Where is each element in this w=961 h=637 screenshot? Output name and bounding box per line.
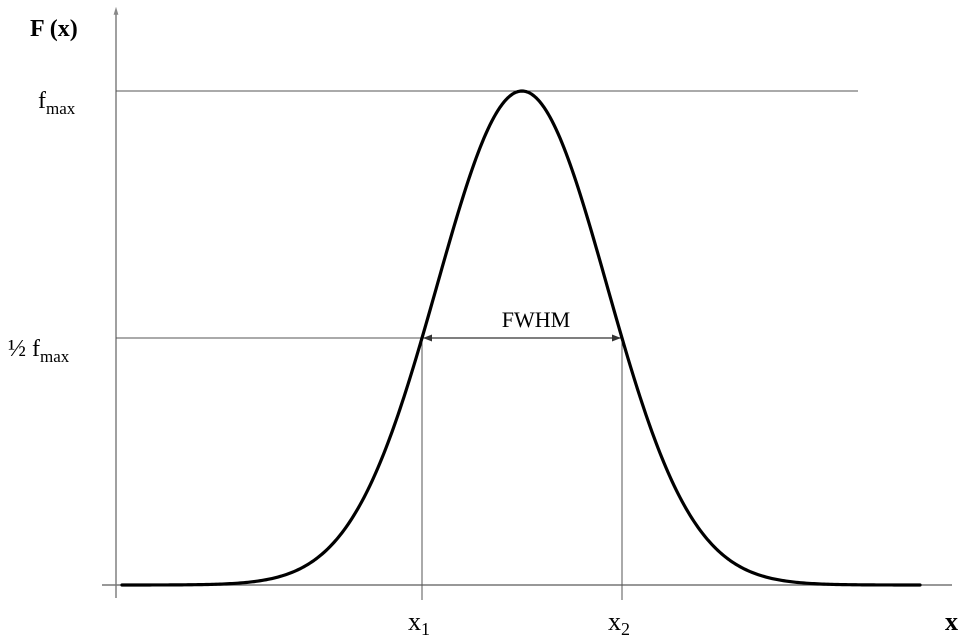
x2-label: x2: [608, 607, 630, 637]
x2-label-sub: 2: [621, 619, 630, 637]
gaussian-curve: [120, 89, 922, 587]
x2-label-base: x: [608, 607, 621, 636]
x1-label-sub: 1: [421, 619, 430, 637]
fwhm-label: FWHM: [502, 307, 570, 332]
fmax-label-base: f: [38, 88, 46, 114]
x1-label: x1: [408, 607, 430, 637]
half-fmax-label: ½ fmax: [8, 336, 70, 366]
half-fmax-label-prefix: ½: [8, 336, 32, 362]
half-fmax-label-sub: max: [40, 347, 70, 366]
fmax-label: fmax: [38, 88, 76, 118]
y-axis-label: F (x): [30, 16, 78, 42]
x-axis-label: x: [945, 607, 958, 636]
half-fmax-label-base: f: [32, 336, 40, 362]
x1-label-base: x: [408, 607, 421, 636]
fmax-label-sub: max: [46, 99, 76, 118]
